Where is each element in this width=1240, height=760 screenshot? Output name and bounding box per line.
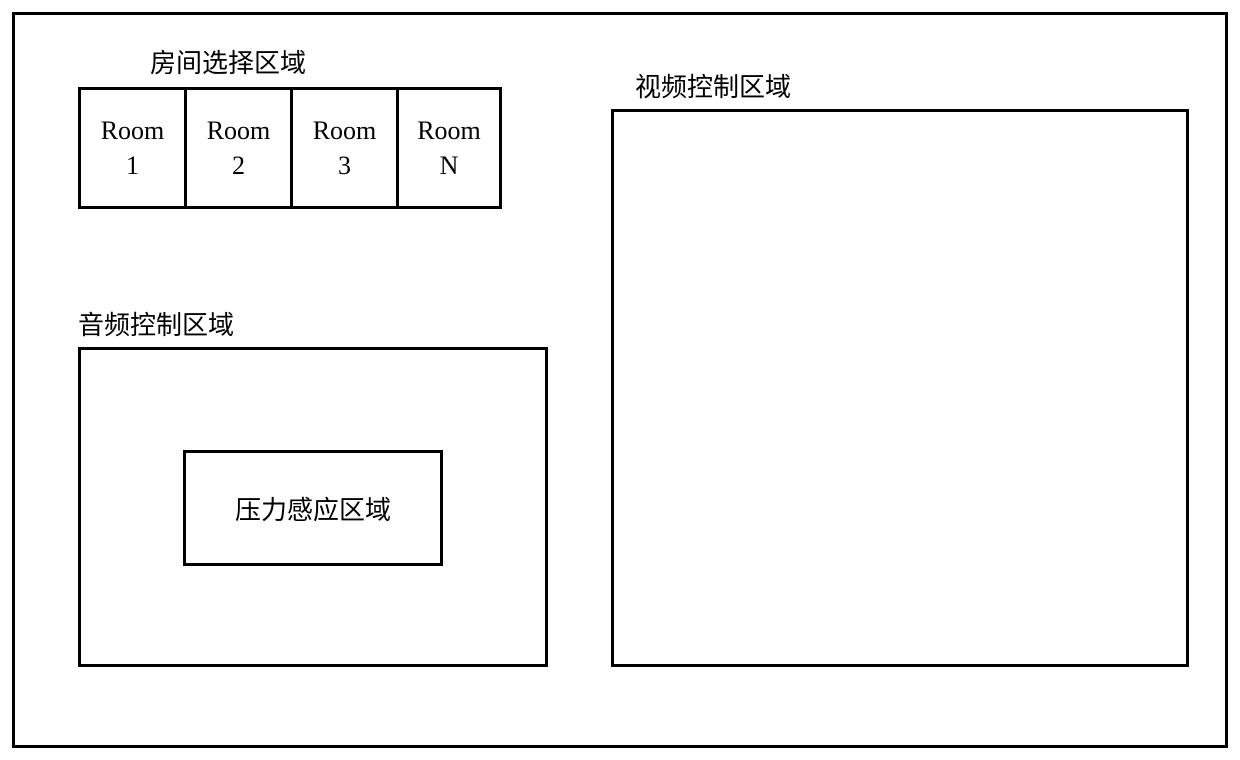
room-selection-label: 房间选择区域 [150,43,306,80]
room-cell-1-line2: 1 [126,151,139,180]
room-cell-n-line1: Room [417,116,481,145]
audio-control-label: 音频控制区域 [78,305,234,342]
room-cell-2[interactable]: Room 2 [184,87,290,209]
video-control-area [611,109,1189,667]
room-cell-2-line1: Room [207,116,271,145]
room-cell-n[interactable]: Room N [396,87,502,209]
room-cell-3[interactable]: Room 3 [290,87,396,209]
room-cell-1-line1: Room [101,116,165,145]
room-cell-n-line2: N [440,151,459,180]
room-cell-3-line1: Room [313,116,377,145]
room-cell-3-line2: 3 [338,151,351,180]
pressure-sensing-area[interactable]: 压力感应区域 [183,450,443,566]
room-selection-row: Room 1 Room 2 Room 3 Room N [78,87,502,209]
room-cell-2-line2: 2 [232,151,245,180]
audio-control-area: 压力感应区域 [78,347,548,667]
pressure-sensing-label: 压力感应区域 [235,490,391,527]
diagram-frame: 房间选择区域 Room 1 Room 2 Room 3 Room N [12,12,1228,748]
video-control-label: 视频控制区域 [635,67,791,104]
room-cell-1[interactable]: Room 1 [78,87,184,209]
